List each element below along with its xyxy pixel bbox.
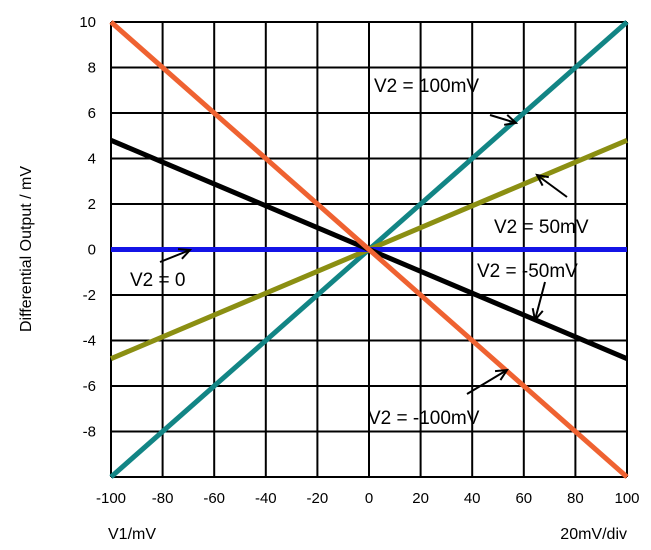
y-tick-label: -6 — [83, 378, 96, 395]
y-tick-label: -8 — [83, 424, 96, 441]
x-tick-label: 100 — [614, 490, 639, 507]
x-tick-label: -100 — [96, 490, 126, 507]
x-tick-label: -20 — [307, 490, 329, 507]
arrows — [159, 114, 568, 395]
annotation-v2-100: V2 = 100mV — [374, 76, 479, 97]
x-tick-label: 80 — [567, 490, 584, 507]
y-tick-label: -4 — [83, 333, 96, 350]
x-tick-label: 60 — [515, 490, 532, 507]
x-axis-label: V1/mV — [108, 526, 156, 543]
arrow-v2-0-shaft — [159, 249, 191, 263]
x-tick-labels: -100 -80 -60 -40 -20 0 20 40 60 80 100 — [96, 490, 640, 507]
arrow-v2-minus50-head — [531, 308, 544, 323]
y-tick-labels: 10 8 6 4 2 0 -2 -4 -6 -8 — [79, 14, 96, 441]
arrow-v2-minus50-shaft — [534, 281, 546, 321]
arrow-v2-100-head — [503, 114, 519, 126]
x-tick-label: 20 — [412, 490, 429, 507]
arrow-v2-minus100-shaft — [466, 369, 508, 395]
annotation-v2-minus100: V2 = -100mV — [368, 408, 480, 429]
annotation-v2-minus50: V2 = -50mV — [477, 261, 578, 282]
arrow-v2-50-head — [535, 173, 549, 187]
x-scale-note: 20mV/div — [560, 526, 627, 543]
arrow-v2-0-head — [177, 248, 193, 260]
annotation-v2-50: V2 = 50mV — [494, 217, 589, 238]
arrow-v2-minus100-head — [494, 368, 509, 381]
y-axis-label: Differential Output / mV — [18, 166, 35, 332]
y-tick-label: 6 — [88, 105, 96, 122]
x-tick-label: 0 — [365, 490, 373, 507]
y-tick-label: 10 — [79, 14, 96, 31]
series-lines — [109, 20, 629, 479]
annotation-v2-0: V2 = 0 — [130, 270, 185, 291]
x-tick-label: -60 — [203, 490, 225, 507]
x-tick-label: -80 — [152, 490, 174, 507]
y-tick-label: 4 — [88, 151, 96, 168]
arrow-v2-50-shaft — [536, 174, 568, 198]
y-tick-label: -2 — [83, 287, 96, 304]
y-tick-label: 2 — [88, 196, 96, 213]
y-tick-label: 0 — [88, 242, 96, 259]
arrow-v2-100-shaft — [489, 114, 517, 124]
y-tick-label: 8 — [88, 60, 96, 77]
x-tick-label: -40 — [255, 490, 277, 507]
series-line-4 — [109, 20, 629, 479]
x-tick-label: 40 — [464, 490, 481, 507]
